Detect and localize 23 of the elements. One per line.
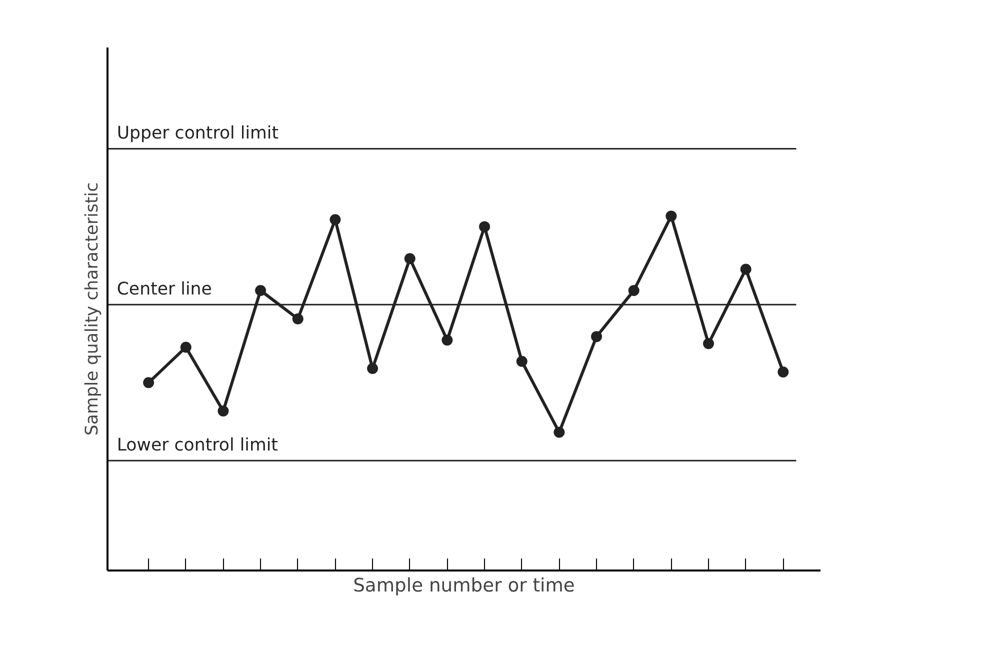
point	[628, 285, 640, 296]
point	[554, 426, 565, 438]
point	[330, 214, 341, 226]
point	[516, 356, 528, 367]
point	[778, 366, 789, 378]
point	[666, 210, 677, 222]
point	[367, 362, 378, 374]
point	[143, 377, 154, 388]
point	[442, 334, 453, 346]
x-axis-title: Sample number or time	[353, 576, 575, 596]
point	[255, 285, 266, 296]
point	[740, 264, 752, 275]
y-axis-title: Sample quality characteristic	[82, 182, 102, 436]
point	[703, 338, 714, 350]
ref-line-label: Center line	[116, 280, 212, 300]
point	[591, 331, 602, 342]
point	[292, 313, 304, 324]
point	[404, 253, 416, 264]
point	[479, 221, 490, 232]
point	[218, 406, 229, 416]
ref-line-label: Upper control limit	[116, 124, 279, 144]
point	[180, 342, 192, 353]
ref-line-label: Lower control limit	[116, 436, 278, 456]
